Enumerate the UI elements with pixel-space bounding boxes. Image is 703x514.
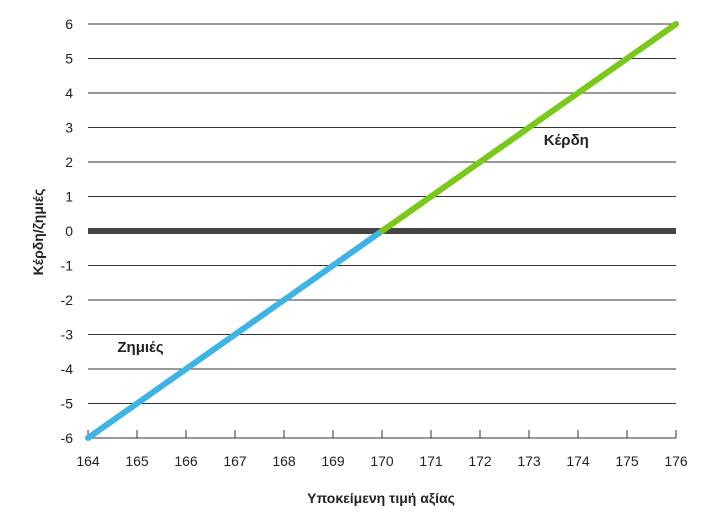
y-tick-label: 1 <box>65 189 73 205</box>
annotations: Κέρδη Ζημιές <box>117 132 588 356</box>
annotation-label: Κέρδη <box>544 132 589 149</box>
y-axis-tick-labels: -6 -5 -4 -3 -2 -1 0 1 2 3 4 5 6 <box>61 16 74 446</box>
x-tick-label: 164 <box>76 453 100 469</box>
x-tick-label: 168 <box>272 453 296 469</box>
series-line <box>85 228 385 441</box>
x-tick-label: 175 <box>615 453 639 469</box>
x-tick-label: 173 <box>517 453 541 469</box>
y-tick-label: 0 <box>65 223 73 239</box>
y-tick-label: -5 <box>61 396 74 412</box>
annotation-label: Ζημιές <box>117 339 163 356</box>
x-axis-ticks <box>87 430 677 438</box>
x-tick-label: 166 <box>174 453 198 469</box>
y-tick-label: -1 <box>61 258 74 274</box>
x-tick-label: 165 <box>125 453 149 469</box>
x-tick-label: 170 <box>370 453 394 469</box>
x-tick-label: 176 <box>664 453 688 469</box>
x-tick-label: 167 <box>223 453 247 469</box>
x-axis-title: Υποκείμενη τιμή αξίας <box>307 490 455 506</box>
y-tick-label: -6 <box>61 430 74 446</box>
series-line <box>379 21 679 234</box>
y-tick-label: -2 <box>61 292 74 308</box>
y-tick-label: 6 <box>65 16 73 32</box>
y-tick-label: -4 <box>61 361 74 377</box>
y-tick-label: -3 <box>61 327 74 343</box>
x-axis-tick-labels: 164 165 166 167 168 169 170 171 172 173 174 175 176 <box>76 453 688 469</box>
x-tick-label: 174 <box>566 453 590 469</box>
series-lines <box>85 21 679 441</box>
y-tick-label: 2 <box>65 154 73 170</box>
y-axis-title: Κέρδη/ζημιές <box>30 189 46 276</box>
x-tick-label: 171 <box>419 453 443 469</box>
x-tick-label: 172 <box>468 453 492 469</box>
y-tick-label: 4 <box>65 85 73 101</box>
y-tick-label: 5 <box>65 51 73 67</box>
y-tick-label: 3 <box>65 120 73 136</box>
x-tick-label: 169 <box>321 453 345 469</box>
